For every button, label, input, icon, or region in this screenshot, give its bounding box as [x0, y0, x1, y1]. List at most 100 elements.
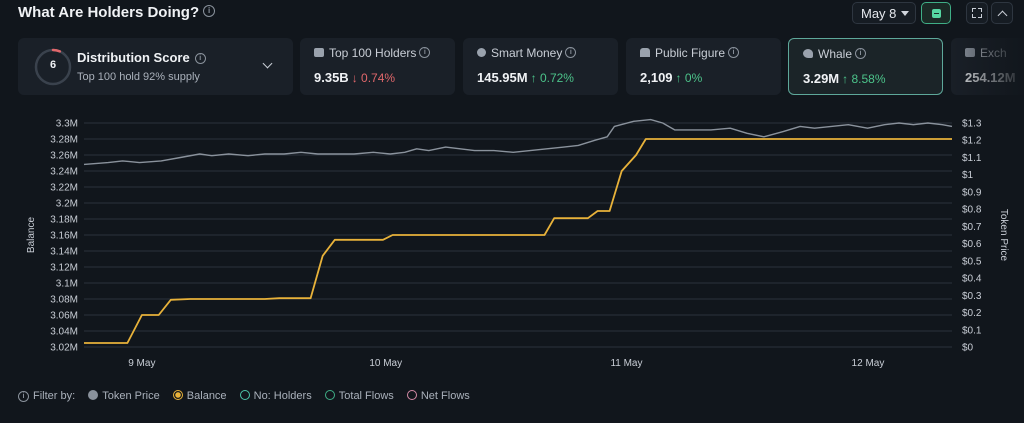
y-tick-label: 3.22M [50, 183, 78, 194]
y2-tick-label: $1 [962, 170, 974, 181]
distribution-score-value: 6 [49, 59, 57, 71]
holders-icon [314, 48, 324, 58]
card-change-text: 8.58% [851, 72, 886, 86]
legend-dot [88, 390, 99, 401]
card-label: Public Figure i [640, 46, 740, 60]
score-ring [34, 48, 72, 86]
calendar-button[interactable] [921, 2, 951, 24]
caret-down-icon [901, 11, 909, 16]
info-icon[interactable]: i [194, 53, 206, 65]
card-value: 254.12M [965, 70, 1016, 85]
info-icon[interactable]: i [565, 47, 577, 59]
collapse-button[interactable] [991, 2, 1013, 24]
card-value-text: 3.29M [803, 71, 840, 86]
info-icon[interactable]: i [728, 47, 740, 59]
arrow-up-icon: ↑ [675, 71, 682, 85]
expand-icon [972, 8, 976, 12]
info-icon[interactable]: i [855, 48, 867, 60]
y-tick-label: 3.28M [50, 135, 78, 146]
card-change: ↑ 0% [676, 71, 703, 85]
info-icon[interactable]: i [203, 5, 216, 18]
distribution-score-subtitle: Top 100 hold 92% supply [77, 71, 200, 83]
card-smart-money[interactable]: Smart Money i 145.95M ↑ 0.72% [463, 38, 618, 95]
token-price-line [83, 118, 953, 166]
y2-axis-title: Token Price [998, 209, 1009, 262]
public-figure-icon [640, 48, 650, 58]
y-tick-label: 3.3M [56, 119, 78, 130]
fullscreen-button[interactable] [966, 2, 988, 24]
card-exchange[interactable]: Exch 254.12M [951, 38, 1024, 95]
y2-tick-label: $0.1 [962, 325, 982, 336]
y-tick-label: 3.06M [50, 311, 78, 322]
y-tick-label: 3.02M [50, 343, 78, 354]
y-tick-label: 3.24M [50, 167, 78, 178]
legend-dot [239, 390, 250, 401]
info-icon[interactable]: i [419, 47, 431, 59]
calendar-icon [932, 9, 941, 18]
expand-icon-corner [978, 8, 982, 12]
y2-tick-label: $1.3 [962, 119, 982, 130]
y-tick-label: 3.08M [50, 295, 78, 306]
chart[interactable]: 3.02M 3.04M 3.06M 3.08M 3.1M 3.12M 3.14M 3.16M 3… [0, 105, 1024, 375]
whale-icon [803, 49, 813, 59]
legend-dot [324, 390, 335, 401]
legend-item-balance[interactable]: Balance [172, 390, 227, 402]
legend-label: No: Holders [253, 390, 312, 402]
card-label-text: Whale [818, 47, 853, 61]
y2-tick-label: $0.5 [962, 256, 982, 267]
date-select[interactable]: May 8 [852, 2, 916, 24]
arrow-up-icon: ↑ [530, 71, 537, 85]
chevron-up-icon [997, 10, 1008, 21]
y-tick-label: 3.2M [56, 199, 78, 210]
card-label-text: Public Figure [655, 46, 726, 60]
x-tick-label: 9 May [128, 358, 155, 369]
legend-label: Total Flows [338, 390, 394, 402]
y2-tick-label: $0.7 [962, 222, 982, 233]
legend-label: Token Price [102, 390, 160, 402]
card-value: 3.29M ↑ 8.58% [803, 71, 886, 86]
filter-label-text: Filter by: [33, 390, 76, 402]
card-value: 145.95M ↑ 0.72% [477, 70, 574, 85]
x-tick-label: 11 May [610, 358, 642, 369]
card-value: 2,109 ↑ 0% [640, 70, 702, 85]
card-change-text: 0.74% [361, 71, 396, 85]
y-tick-label: 3.18M [50, 215, 78, 226]
card-public-figure[interactable]: Public Figure i 2,109 ↑ 0% [626, 38, 781, 95]
card-label: Whale i [803, 47, 867, 61]
y-tick-label: 3.1M [56, 279, 78, 290]
card-top-100-holders[interactable]: Top 100 Holders i 9.35B ↓ 0.74% [300, 38, 455, 95]
y2-tick-label: $0 [962, 343, 974, 354]
y2-tick-label: $1.1 [962, 153, 982, 164]
card-value-text: 2,109 [640, 70, 673, 85]
expand-icon-corner [978, 14, 982, 18]
card-value-text: 145.95M [477, 70, 528, 85]
legend-item-holders[interactable]: No: Holders [239, 390, 312, 402]
chevron-down-icon[interactable] [262, 58, 273, 69]
card-change: ↓ 0.74% [352, 71, 395, 85]
legend-item-total-flows[interactable]: Total Flows [324, 390, 394, 402]
card-label-text: Top 100 Holders [329, 46, 417, 60]
y2-tick-label: $0.6 [962, 239, 982, 250]
card-change-text: 0.72% [539, 71, 574, 85]
filter-label: i Filter by: [18, 390, 75, 402]
legend-item-net-flows[interactable]: Net Flows [406, 390, 470, 402]
legend: i Filter by: Token Price Balance No: Hold… [18, 390, 480, 406]
legend-label: Net Flows [420, 390, 470, 402]
y-tick-label: 3.12M [50, 263, 78, 274]
widget-title: What Are Holders Doing? i [18, 4, 216, 21]
widget-title-text: What Are Holders Doing? [18, 4, 200, 21]
distribution-score-label: Distribution Score [77, 50, 190, 65]
distribution-score-card[interactable]: 6 Distribution Score i Top 100 hold 92% s… [18, 38, 293, 95]
y2-tick-label: $0.8 [962, 205, 982, 216]
legend-label: Balance [186, 390, 227, 402]
widget-header: What Are Holders Doing? i May 8 [0, 0, 1024, 30]
card-whale[interactable]: Whale i 3.29M ↑ 8.58% [788, 38, 943, 95]
card-label-text: Smart Money [491, 46, 563, 60]
card-change-text: 0% [684, 71, 703, 85]
legend-item-token-price[interactable]: Token Price [88, 390, 160, 402]
card-change: ↑ 8.58% [842, 72, 885, 86]
arrow-up-icon: ↑ [842, 72, 849, 86]
card-label: Exch [965, 46, 1007, 60]
y-tick-label: 3.16M [50, 231, 78, 242]
info-icon: i [18, 390, 29, 402]
